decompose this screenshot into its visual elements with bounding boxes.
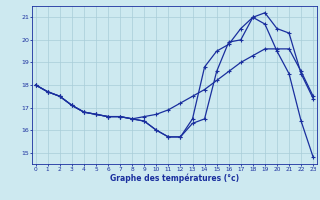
- X-axis label: Graphe des températures (°c): Graphe des températures (°c): [110, 173, 239, 183]
